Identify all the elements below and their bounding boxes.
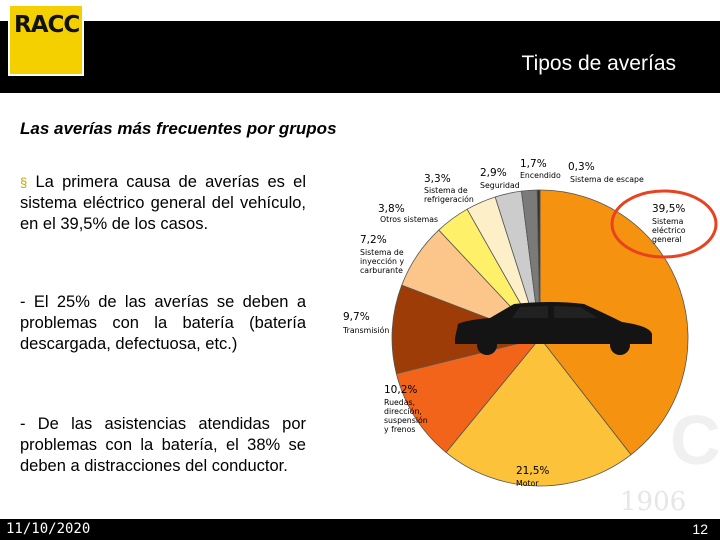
racc-logo: RACC	[8, 4, 84, 76]
car-wheel-rear	[610, 335, 630, 355]
pie-slice-3	[395, 337, 542, 453]
slice-percent-label: 3,8%	[378, 203, 405, 215]
slice-percent-label: 7,2%	[360, 234, 387, 246]
slice-name-label: Sistema de inyección y carburante	[360, 248, 404, 275]
slice-percent-label: 39,5%	[652, 203, 685, 215]
slice-name-label: Motor	[516, 479, 539, 488]
slice-name-label: Ruedas, dirección, suspensión y frenos	[384, 398, 428, 434]
paragraph-1-text: La primera causa de averías es el sistem…	[20, 173, 306, 233]
section-subtitle: Las averías más frecuentes por grupos	[20, 119, 337, 138]
paragraph-2: - El 25% de las averías se deben a probl…	[20, 293, 306, 353]
car-wheel-front	[477, 335, 497, 355]
title-bar	[0, 21, 720, 93]
watermark-year: 1906	[620, 487, 687, 517]
footer-date: 11/10/2020	[6, 521, 91, 537]
slice-percent-label: 3,3%	[424, 173, 451, 185]
highlight-circle	[610, 189, 718, 259]
slice-name-label: Sistema eléctrico general	[652, 217, 686, 244]
slice-name-label: Sistema de refrigeración	[424, 186, 474, 204]
slice-name-label: Seguridad	[480, 181, 520, 190]
slice-name-label: Otros sistemas	[380, 215, 438, 224]
paragraph-3: - De las asistencias atendidas por probl…	[20, 415, 306, 475]
slice-name-label: Encendido	[520, 171, 561, 180]
footer-bar	[0, 519, 720, 540]
slice-name-label: Transmisión	[342, 326, 389, 335]
watermark-letters: C	[670, 401, 720, 479]
pie-slice-2	[445, 337, 632, 487]
logo-text: RACC	[14, 12, 80, 38]
slice-name-label: Sistema de escape	[570, 175, 644, 184]
slice-percent-label: 21,5%	[516, 465, 549, 477]
page-number: 12	[692, 521, 708, 537]
pie-slice-10	[536, 189, 541, 339]
bullet-paragraph-1: § La primera causa de averías es el sist…	[20, 172, 306, 235]
slice-percent-label: 1,7%	[520, 158, 547, 170]
car-silhouette-icon	[455, 302, 652, 355]
slice-percent-label: 9,7%	[343, 311, 370, 323]
bullet-icon: §	[20, 175, 28, 190]
slice-percent-label: 2,9%	[480, 167, 507, 179]
slice-percent-label: 10,2%	[384, 384, 417, 396]
slide-title: Tipos de averías	[521, 52, 676, 75]
slice-percent-label: 0,3%	[568, 161, 595, 173]
